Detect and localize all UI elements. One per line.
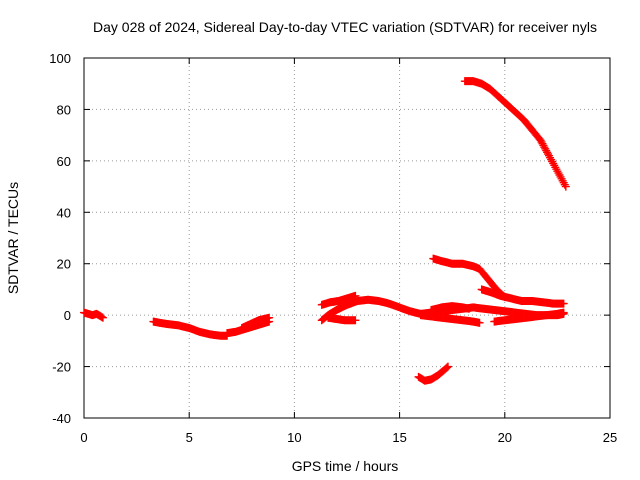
- y-tick-label: 80: [57, 102, 71, 117]
- axis-ticks: 0 5 10 15 20 25 -40 -20 0 20 40 60 80 100: [49, 51, 617, 445]
- data-point-marker: [560, 180, 569, 189]
- data-point-marker: [540, 143, 549, 152]
- y-tick-label: -20: [52, 360, 71, 375]
- data-point-marker: [442, 363, 451, 372]
- data-point-marker: [538, 139, 547, 148]
- y-tick-label: -40: [52, 411, 71, 426]
- y-tick-label: 100: [49, 51, 71, 66]
- data-point-marker: [351, 291, 360, 300]
- data-point-marker: [536, 136, 545, 145]
- data-series: [416, 311, 484, 327]
- data-series: [149, 317, 232, 340]
- data-point-marker: [537, 138, 546, 146]
- data-point-marker: [559, 299, 568, 308]
- data-point-marker: [475, 318, 484, 327]
- data-point-marker: [443, 362, 452, 371]
- data-point-marker: [542, 146, 551, 155]
- x-axis-label: GPS time / hours: [292, 458, 399, 474]
- grid: [84, 58, 610, 418]
- y-tick-label: 0: [64, 308, 71, 323]
- data-series: [490, 308, 568, 326]
- x-tick-label: 15: [392, 430, 406, 445]
- data-series: [317, 291, 360, 309]
- y-tick-label: 60: [57, 154, 71, 169]
- data-point-marker: [265, 313, 274, 322]
- data-series: [460, 77, 570, 191]
- plot-frame: [83, 57, 611, 419]
- data-series: [427, 302, 474, 314]
- data-series: [414, 362, 452, 385]
- y-tick-label: 40: [57, 205, 71, 220]
- y-tick-label: 20: [57, 257, 71, 272]
- data-point-marker: [543, 148, 552, 157]
- x-tick-label: 20: [498, 430, 512, 445]
- x-tick-label: 0: [80, 430, 87, 445]
- data-point-marker: [539, 141, 548, 150]
- y-axis-label: SDTVAR / TECUs: [5, 182, 21, 294]
- x-tick-label: 25: [603, 430, 617, 445]
- data-series: [80, 308, 107, 322]
- x-tick-label: 10: [287, 430, 301, 445]
- data-series: [237, 313, 274, 332]
- data-point-marker: [465, 304, 474, 313]
- data-point-marker: [559, 308, 568, 317]
- data-series: [477, 285, 568, 308]
- data-points: [80, 77, 570, 385]
- data-point-marker: [541, 144, 550, 153]
- x-tick-label: 5: [186, 430, 193, 445]
- data-series: [324, 313, 360, 325]
- data-point-marker: [98, 313, 107, 322]
- data-point-marker: [351, 316, 360, 325]
- chart-title: Day 028 of 2024, Sidereal Day-to-day VTE…: [93, 19, 597, 35]
- data-point-marker: [561, 182, 570, 191]
